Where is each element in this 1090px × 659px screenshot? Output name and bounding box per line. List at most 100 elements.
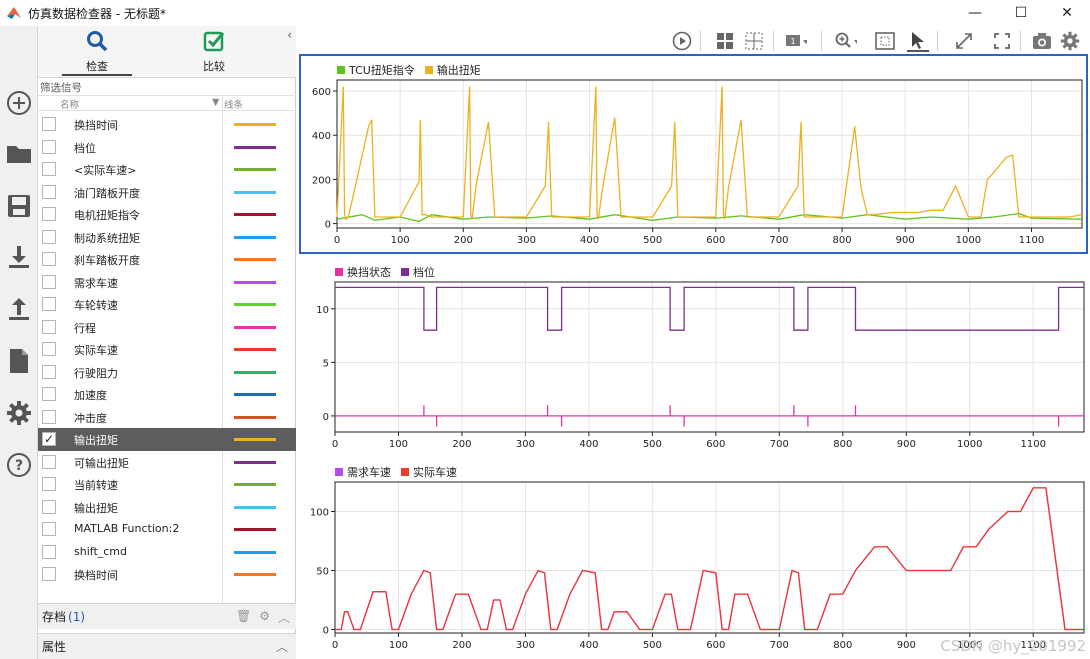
help-icon[interactable]: ? [4, 450, 34, 480]
properties-section[interactable]: 属性 ︿ [38, 633, 296, 659]
chevron-up-icon[interactable]: ︿ [277, 611, 290, 625]
legend-item[interactable]: 需求车速 [335, 464, 391, 480]
signal-checkbox[interactable] [42, 409, 56, 424]
signal-checkbox[interactable] [42, 274, 56, 289]
signal-row[interactable]: 档位 [38, 136, 296, 159]
signal-line-swatch[interactable] [234, 393, 276, 396]
signal-checkbox[interactable]: ✓ [42, 432, 56, 446]
signal-row[interactable]: ✓ 输出扭矩 [38, 428, 296, 451]
archive-settings-icon[interactable]: ⚙ [259, 609, 270, 623]
signal-checkbox[interactable] [42, 544, 56, 559]
signal-row[interactable]: 冲击度 [38, 406, 296, 429]
signal-row[interactable]: 可输出扭矩 [38, 451, 296, 474]
signal-row[interactable]: 需求车速 [38, 271, 296, 294]
signal-checkbox[interactable] [42, 454, 56, 469]
signal-row[interactable]: 输出扭矩 [38, 496, 296, 519]
signal-row[interactable]: 行程 [38, 316, 296, 339]
close-button[interactable]: ✕ [1061, 5, 1073, 21]
cursor-icon[interactable]: 1 [785, 30, 807, 52]
signal-row[interactable]: 制动系统扭矩 [38, 226, 296, 249]
expand-icon[interactable] [953, 30, 975, 52]
legend-item[interactable]: 输出扭矩 [424, 62, 481, 78]
settings-icon[interactable] [1059, 30, 1081, 52]
signal-row[interactable]: 行驶阻力 [38, 361, 296, 384]
pointer-icon[interactable] [907, 30, 929, 52]
signal-row[interactable]: 车轮转速 [38, 293, 296, 316]
signal-line-swatch[interactable] [234, 370, 276, 374]
grid-icon[interactable] [743, 30, 765, 52]
signal-checkbox[interactable] [42, 184, 56, 199]
sort-arrow-icon[interactable]: ▼ [212, 97, 220, 108]
fullscreen-icon[interactable] [991, 30, 1013, 52]
folder-icon[interactable] [4, 138, 34, 168]
signal-line-swatch[interactable] [234, 505, 276, 509]
fit-icon[interactable] [874, 30, 896, 52]
signal-line-swatch[interactable] [234, 190, 276, 194]
signal-checkbox[interactable] [42, 319, 56, 334]
layout-icon[interactable] [714, 30, 736, 52]
signal-line-swatch[interactable] [234, 573, 276, 576]
archive-section[interactable]: 存档 (1) 🗑 ⚙ ︿ [38, 603, 296, 629]
legend-item[interactable]: TCU扭矩指令 [337, 62, 415, 78]
signal-row[interactable]: 换挡时间 [38, 113, 296, 136]
signal-line-swatch[interactable] [234, 235, 276, 239]
tab-inspect[interactable]: 检查 [62, 30, 132, 76]
camera-icon[interactable] [1031, 30, 1053, 52]
legend-item[interactable]: 档位 [401, 264, 435, 280]
signal-checkbox[interactable] [42, 364, 56, 379]
signal-line-swatch[interactable] [234, 348, 276, 351]
signal-checkbox[interactable] [42, 252, 56, 266]
signal-checkbox[interactable] [42, 387, 56, 401]
signal-filter-input[interactable]: 筛选信号 [38, 80, 296, 96]
signal-line-swatch[interactable] [234, 168, 276, 171]
signal-checkbox[interactable] [42, 139, 56, 154]
trash-icon[interactable]: 🗑 [235, 609, 252, 623]
maximize-button[interactable]: ☐ [1014, 5, 1028, 21]
signal-row[interactable]: <实际车速> [38, 158, 296, 181]
signal-row[interactable]: shift_cmd [38, 541, 296, 564]
save-icon[interactable] [4, 191, 34, 221]
zoom-icon[interactable] [835, 30, 857, 52]
signal-checkbox[interactable] [42, 499, 56, 514]
signal-line-swatch[interactable] [234, 528, 276, 531]
plot-output-torque[interactable]: TCU扭矩指令 输出扭矩 0 100 200 300 400 500 600 700 800 900 1… [299, 54, 1088, 254]
signal-line-swatch[interactable] [234, 415, 276, 419]
signal-line-swatch[interactable] [234, 460, 276, 464]
signal-row[interactable]: 当前转速 [38, 473, 296, 496]
legend-item[interactable]: 换挡状态 [335, 264, 391, 280]
play-icon[interactable] [671, 30, 693, 52]
document-icon[interactable] [4, 346, 34, 376]
signal-row[interactable]: 实际车速 [38, 338, 296, 361]
legend-item[interactable]: 实际车速 [401, 464, 457, 480]
signal-row[interactable]: 换档时间 [38, 563, 296, 586]
signal-line-swatch[interactable] [234, 438, 276, 441]
download-icon[interactable] [4, 242, 34, 272]
signal-row[interactable]: 加速度 [38, 383, 296, 406]
signal-checkbox[interactable] [42, 522, 56, 536]
collapse-panel-icon[interactable]: ‹ [287, 28, 292, 42]
plot-vehicle-speed[interactable]: 需求车速 实际车速 0 100 200 300 400 500 600 700 800 900 1000… [299, 458, 1088, 657]
gear-icon[interactable] [4, 398, 34, 428]
signal-line-swatch[interactable] [234, 483, 276, 486]
signal-checkbox[interactable] [42, 477, 56, 491]
signal-row[interactable]: 刹车踏板开度 [38, 248, 296, 271]
plot-gear[interactable]: 换挡状态 档位 0 100 200 300 400 500 600 700 800 900 1000 11… [299, 258, 1088, 456]
signal-checkbox[interactable] [42, 117, 56, 131]
upload-icon[interactable] [4, 294, 34, 324]
signal-checkbox[interactable] [42, 229, 56, 244]
signal-checkbox[interactable] [42, 567, 56, 581]
signal-line-swatch[interactable] [234, 258, 276, 261]
signal-checkbox[interactable] [42, 297, 56, 311]
new-icon[interactable] [4, 88, 34, 118]
minimize-button[interactable]: — [968, 5, 982, 21]
signal-line-swatch[interactable] [234, 145, 276, 149]
signal-line-swatch[interactable] [234, 213, 276, 216]
signal-row[interactable]: 油门踏板开度 [38, 181, 296, 204]
signal-row[interactable]: MATLAB Function:2 [38, 518, 296, 541]
signal-checkbox[interactable] [42, 207, 56, 221]
signal-line-swatch[interactable] [234, 550, 276, 554]
tab-compare[interactable]: 比较 [179, 30, 249, 76]
signal-checkbox[interactable] [42, 162, 56, 176]
signal-line-swatch[interactable] [234, 303, 276, 306]
column-name-header[interactable]: 名称 [60, 100, 80, 111]
